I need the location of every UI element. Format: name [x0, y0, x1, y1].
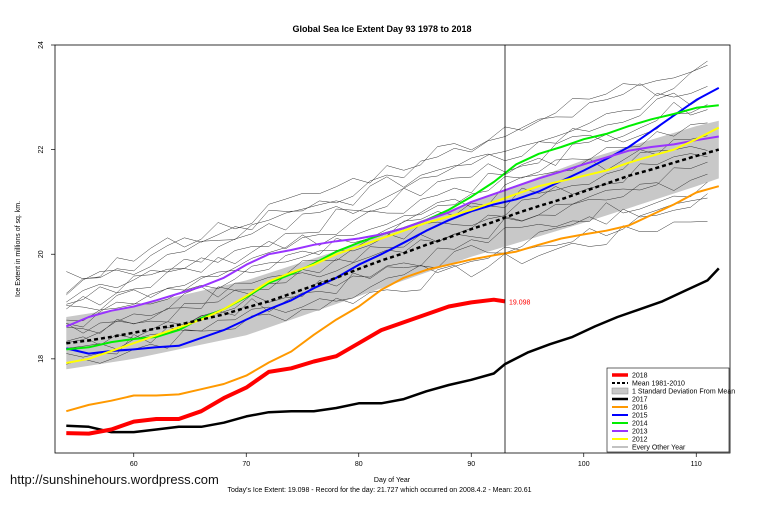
series-line-2016	[66, 185, 720, 413]
every-other-year-line	[66, 161, 708, 334]
x-tick-label: 100	[578, 461, 590, 468]
series-line-2013	[65, 135, 719, 328]
background-years-layer	[66, 60, 708, 365]
legend-label: 2016	[632, 405, 648, 412]
series-line-2012	[66, 126, 720, 364]
legend-label: 2018	[632, 373, 648, 380]
every-other-year-line	[66, 60, 708, 294]
x-axis-label: Day of Year	[374, 477, 411, 484]
every-other-year-line	[66, 92, 708, 303]
every-other-year-line	[66, 101, 708, 305]
series-line-mean-1981-2010	[66, 148, 720, 345]
every-other-year-line	[66, 64, 708, 280]
series-line-2018	[66, 297, 506, 436]
y-tick-label: 24	[38, 41, 45, 49]
watermark-url[interactable]: http://sunshinehours.wordpress.com	[10, 472, 219, 487]
every-other-year-line	[66, 197, 708, 358]
legend-label: 2012	[632, 437, 648, 444]
every-other-year-line	[66, 193, 708, 350]
x-tick-label: 90	[467, 461, 475, 468]
every-other-year-line	[66, 221, 708, 365]
y-tick-label: 20	[38, 250, 45, 258]
current-value-annotation: 19.098	[509, 299, 531, 306]
x-tick-label: 70	[242, 461, 250, 468]
legend-label: Every Other Year	[632, 445, 686, 452]
every-other-year-line	[66, 135, 708, 322]
x-tick-label: 60	[130, 461, 138, 468]
every-other-year-line	[66, 122, 708, 311]
legend-label: Mean 1981-2010	[632, 381, 685, 388]
footer-stats: Today's Ice Extent: 19.098 - Record for …	[227, 487, 532, 494]
x-tick-label: 110	[691, 461, 702, 468]
legend-label: 2013	[632, 429, 648, 436]
y-tick-label: 18	[38, 355, 45, 363]
y-axis-label: Ice Extent in millions of sq. km.	[15, 201, 22, 297]
x-tick-label: 80	[355, 461, 363, 468]
axis-layer: 60 70 80 90 100 110 18 20 22 24	[38, 41, 702, 468]
legend-label: 1 Standard Deviation From Mean	[632, 389, 735, 396]
plot-frame	[54, 44, 731, 454]
chart-title: Global Sea Ice Extent Day 93 1978 to 201…	[292, 24, 471, 34]
series-line-2017	[66, 267, 720, 434]
y-tick-label: 22	[38, 146, 45, 154]
legend-label: 2014	[632, 421, 648, 428]
legend-swatch	[611, 387, 629, 395]
every-other-year-line	[66, 104, 708, 310]
legend-label: 2017	[632, 397, 648, 404]
every-other-year-line	[66, 173, 708, 344]
series-layer	[65, 87, 720, 436]
legend-label: 2015	[632, 413, 648, 420]
every-other-year-line	[66, 86, 708, 296]
every-other-year-line	[66, 181, 708, 346]
